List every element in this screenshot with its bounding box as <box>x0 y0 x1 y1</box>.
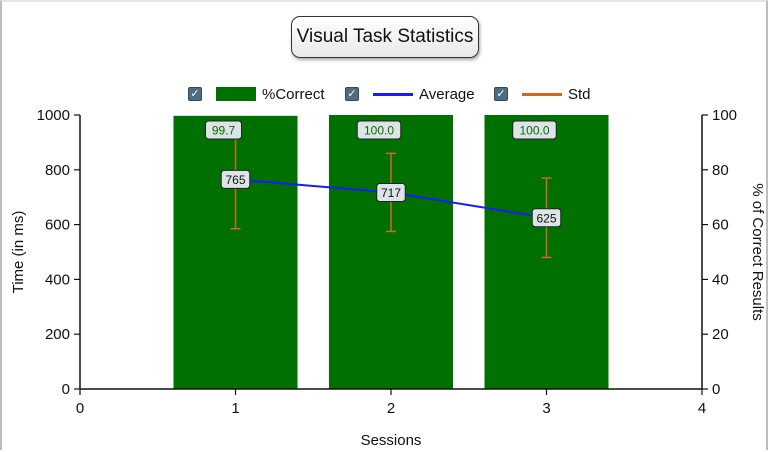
y2-tick-label-60: 60 <box>712 217 729 234</box>
average-label-2: 717 <box>381 186 401 200</box>
average-label-3: 625 <box>536 211 556 225</box>
legend-swatch-std <box>522 92 562 96</box>
legend-checkbox-average[interactable]: ✓ <box>345 87 359 101</box>
y-tick-label-800: 800 <box>45 162 70 179</box>
correct-label-3: 100.0 <box>519 124 549 138</box>
legend-item-std[interactable]: ✓ Std <box>494 82 591 106</box>
x-tick-label-1: 1 <box>231 400 239 417</box>
y-tick-label-1000: 1000 <box>37 107 70 124</box>
legend-checkbox-std[interactable]: ✓ <box>494 87 508 101</box>
legend-checkbox-correct[interactable]: ✓ <box>188 87 202 101</box>
legend-label-std: Std <box>568 85 591 103</box>
y2-tick-label-100: 100 <box>712 107 737 124</box>
y2-tick-label-20: 20 <box>712 326 729 343</box>
x-tick-label-4: 4 <box>698 400 706 417</box>
y-axis-label: Time (in ms) <box>10 211 27 294</box>
correct-label-2: 100.0 <box>364 124 394 138</box>
x-tick-label-2: 2 <box>387 400 395 417</box>
y2-axis-label: % of Correct Results <box>749 183 766 321</box>
average-label-2-box <box>376 183 406 203</box>
legend-item-correct[interactable]: ✓ %Correct <box>188 82 325 106</box>
average-label-3-box <box>531 208 562 228</box>
correct-label-2-box <box>356 120 402 140</box>
legend-swatch-average <box>373 92 413 96</box>
y-tick-label-600: 600 <box>45 217 70 234</box>
y2-tick-label-0: 0 <box>712 381 720 398</box>
legend: ✓ %Correct ✓ Average ✓ Std <box>2 82 768 106</box>
correct-label-1-box <box>205 120 242 140</box>
y-tick-label-0: 0 <box>62 381 70 398</box>
x-tick-label-0: 0 <box>76 400 84 417</box>
y-tick-label-400: 400 <box>45 271 70 288</box>
legend-item-average[interactable]: ✓ Average <box>345 82 475 106</box>
y2-tick-label-80: 80 <box>712 162 729 179</box>
legend-label-average: Average <box>419 85 475 103</box>
legend-swatch-correct <box>216 87 256 101</box>
average-label-1-box <box>220 169 251 189</box>
legend-label-correct: %Correct <box>262 85 325 103</box>
x-axis-label: Sessions <box>361 432 422 449</box>
x-tick-label-3: 3 <box>542 400 550 417</box>
correct-label-3-box <box>512 120 557 140</box>
y2-tick-label-40: 40 <box>712 271 729 288</box>
y-tick-label-200: 200 <box>45 326 70 343</box>
chart-title: Visual Task Statistics <box>291 16 479 58</box>
correct-label-1: 99.7 <box>212 124 236 138</box>
average-label-1: 765 <box>225 173 245 187</box>
